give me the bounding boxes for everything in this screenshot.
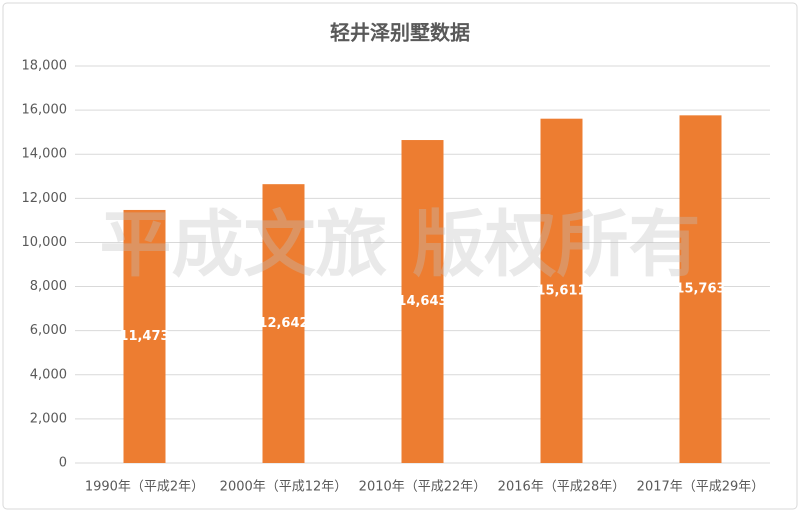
watermark: 平成文旅 版权所有 [99, 203, 700, 287]
y-tick-label: 0 [59, 456, 67, 471]
bar [401, 140, 444, 463]
x-tick-label: 1990年（平成2年） [85, 480, 204, 495]
value-label: 15,763 [675, 282, 725, 297]
y-tick-label: 4,000 [30, 367, 67, 382]
value-label: 15,611 [536, 283, 586, 298]
x-tick-label: 2017年（平成29年） [637, 480, 765, 495]
x-tick-label: 2000年（平成12年） [220, 480, 348, 495]
x-tick-label: 2010年（平成22年） [359, 480, 487, 495]
value-label: 14,643 [397, 294, 447, 309]
value-label: 11,473 [119, 329, 169, 344]
bar [123, 209, 166, 463]
chart-title: 轻井泽别墅数据 [330, 21, 470, 45]
y-tick-label: 8,000 [30, 279, 67, 294]
x-tick-label: 2016年（平成28年） [498, 480, 626, 495]
value-label: 12,642 [258, 316, 308, 331]
bar [540, 118, 583, 463]
y-tick-label: 12,000 [22, 191, 68, 206]
y-tick-label: 14,000 [22, 147, 68, 162]
y-tick-label: 18,000 [22, 59, 68, 74]
y-tick-label: 2,000 [30, 411, 67, 426]
bar [262, 184, 305, 464]
y-tick-label: 6,000 [30, 323, 67, 338]
y-tick-label: 16,000 [22, 103, 68, 118]
bar [679, 115, 722, 463]
y-tick-label: 10,000 [22, 235, 68, 250]
